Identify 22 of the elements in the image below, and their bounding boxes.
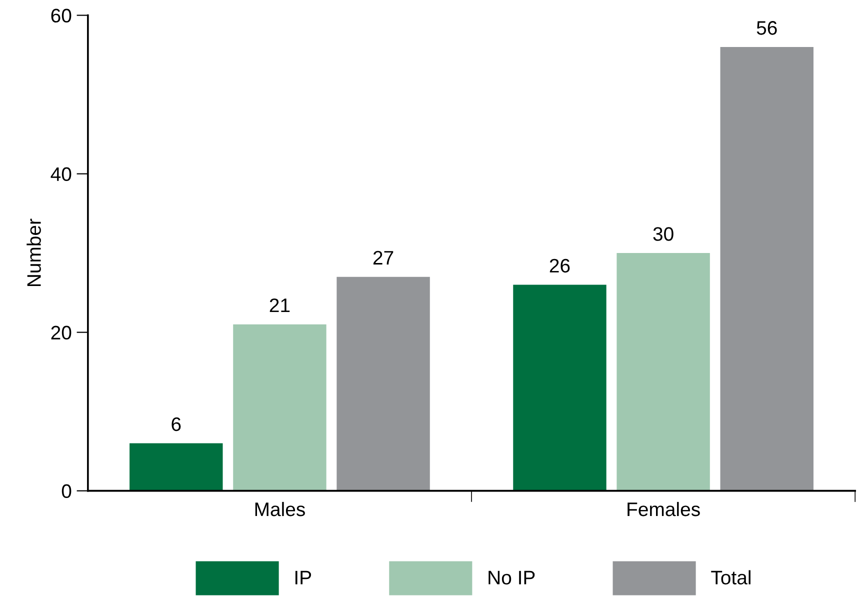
- bar: [233, 324, 326, 491]
- bar: [720, 47, 814, 491]
- y-tick-label: 0: [62, 484, 72, 498]
- data-label: 27: [373, 250, 394, 264]
- bar: [336, 276, 430, 491]
- bar: [616, 253, 710, 491]
- legend-label: No IP: [488, 570, 535, 584]
- y-tick-label: 60: [51, 8, 72, 23]
- legend-label: Total: [711, 570, 750, 584]
- legend-label: IP: [295, 570, 312, 584]
- x-tick-label: Males: [255, 502, 305, 516]
- bar: [513, 284, 606, 491]
- data-label: 26: [550, 258, 570, 273]
- x-tick-label: Females: [628, 502, 700, 516]
- data-label: 30: [653, 227, 674, 241]
- y-axis-title: Number: [26, 218, 41, 286]
- data-label: 6: [172, 417, 181, 432]
- bar: [130, 443, 223, 491]
- data-label: 56: [756, 21, 777, 35]
- data-label: 21: [270, 298, 290, 312]
- y-tick-label: 20: [51, 326, 72, 340]
- y-tick-label: 40: [50, 167, 72, 182]
